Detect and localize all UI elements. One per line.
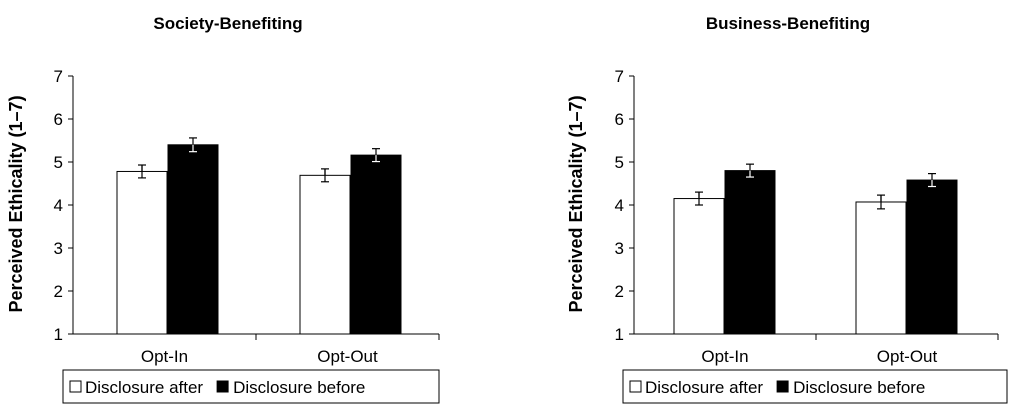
chart-panel-society: Society-Benefiting Perceived Ethicality … <box>6 14 440 404</box>
y-tick-label: 1 <box>54 325 63 344</box>
legend-label-disclosure-after: Disclosure after <box>85 378 203 397</box>
legend: Disclosure after Disclosure before <box>62 369 440 404</box>
bar-group <box>673 170 958 335</box>
x-tick-group <box>255 334 440 340</box>
legend-frame <box>622 369 1008 404</box>
y-tick-label: 7 <box>54 67 63 86</box>
error-bar-group <box>695 163 936 210</box>
x-category-label: Opt-Out <box>877 347 938 366</box>
legend-swatch-disclosure-before <box>776 380 789 393</box>
y-tick-label: 6 <box>54 110 63 129</box>
y-tick-label: 2 <box>54 282 63 301</box>
chart-title: Business-Benefiting <box>706 14 870 33</box>
bar-disclosure-before-opt-in <box>167 144 219 335</box>
legend-label-disclosure-before: Disclosure before <box>233 378 365 397</box>
x-category-label: Opt-In <box>141 347 188 366</box>
y-tick-group: 1 2 3 4 5 6 7 <box>615 67 634 344</box>
y-tick-label: 2 <box>615 282 624 301</box>
y-tick-label: 3 <box>615 239 624 258</box>
legend-swatch-disclosure-after <box>69 380 82 393</box>
legend-label-disclosure-after: Disclosure after <box>645 378 763 397</box>
y-tick-label: 5 <box>54 153 63 172</box>
bar-disclosure-after-opt-in <box>116 170 168 335</box>
bar-disclosure-after-opt-out <box>299 174 351 335</box>
y-tick-label: 7 <box>615 67 624 86</box>
y-tick-label: 5 <box>615 153 624 172</box>
y-axis-label: Perceived Ethicality (1–7) <box>566 95 586 312</box>
chart-title: Society-Benefiting <box>153 14 302 33</box>
error-bar-group <box>138 137 380 183</box>
legend-swatch-disclosure-before <box>216 380 229 393</box>
bar-group <box>116 144 402 335</box>
bar-disclosure-after-opt-in <box>673 198 725 335</box>
category-label-group: Opt-In Opt-Out <box>701 347 937 366</box>
y-tick-group: 1 2 3 4 5 6 7 <box>54 67 73 344</box>
y-tick-label: 6 <box>615 110 624 129</box>
x-category-label: Opt-In <box>701 347 748 366</box>
bar-disclosure-before-opt-out <box>350 154 402 335</box>
bar-disclosure-before-opt-out <box>906 179 958 335</box>
legend: Disclosure after Disclosure before <box>622 369 1008 404</box>
chart-panel-business: Business-Benefiting Perceived Ethicality… <box>566 14 1008 404</box>
bar-disclosure-after-opt-out <box>855 201 907 335</box>
bar-disclosure-before-opt-in <box>724 170 776 335</box>
legend-frame <box>62 369 440 404</box>
y-tick-label: 3 <box>54 239 63 258</box>
y-tick-label: 4 <box>615 196 624 215</box>
x-tick-group <box>815 334 999 340</box>
category-label-group: Opt-In Opt-Out <box>141 347 378 366</box>
legend-swatch-disclosure-after <box>629 380 642 393</box>
x-category-label: Opt-Out <box>317 347 378 366</box>
y-tick-label: 4 <box>54 196 63 215</box>
y-axis-label: Perceived Ethicality (1–7) <box>6 95 26 312</box>
y-tick-label: 1 <box>615 325 624 344</box>
legend-label-disclosure-before: Disclosure before <box>793 378 925 397</box>
